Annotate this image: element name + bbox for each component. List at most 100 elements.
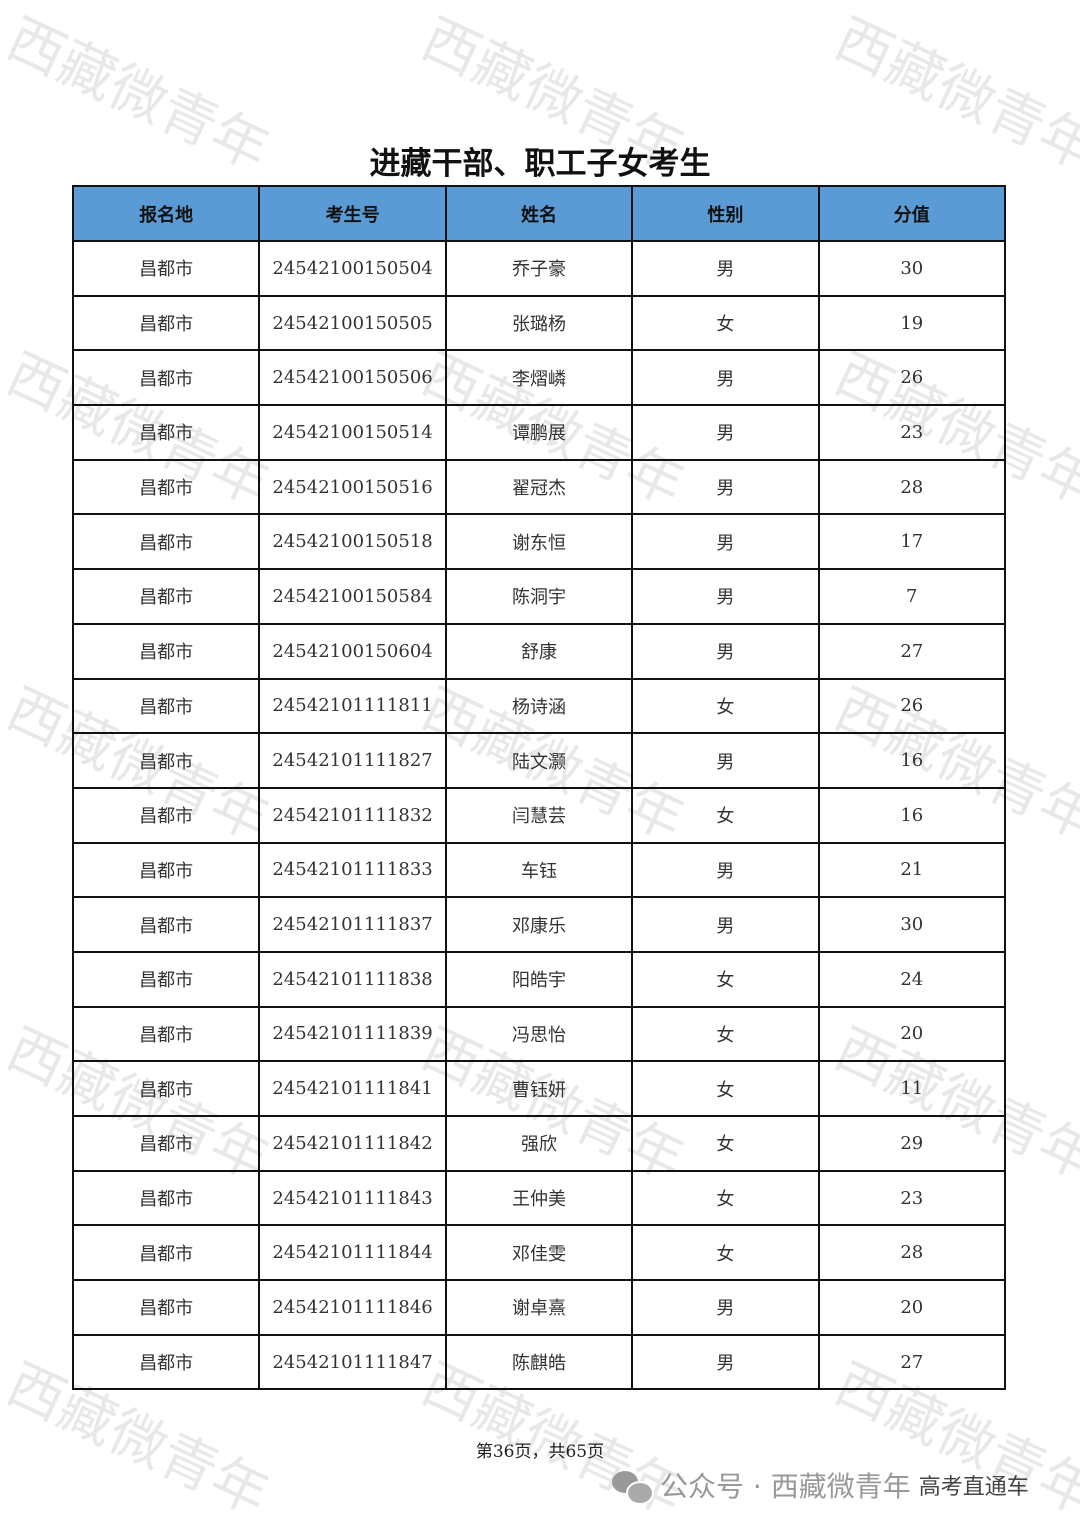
- table-row: 昌都市 24542100150584 陈洞宇男 7: [71, 568, 1007, 625]
- candidates-table: 报名地 考生号 姓名 性别 分值 昌都市 24542100150504 乔子豪男 30 昌都市 2…: [71, 185, 1007, 1391]
- table-row: 昌都市 24542101111833 车钰男 21: [71, 841, 1007, 899]
- table-cell: 冯思怡: [444, 1005, 634, 1063]
- table-row: 昌都市 24542101111843 王仲美女 23: [71, 1169, 1007, 1227]
- table-cell: 昌都市: [71, 458, 261, 516]
- table-cell: 21: [817, 841, 1007, 899]
- table-cell: 24542100150506: [258, 349, 447, 407]
- table-cell: 24542100150505: [258, 294, 447, 352]
- column-header: 性别: [631, 185, 820, 242]
- table-cell: 24542101111839: [258, 1005, 447, 1063]
- table-cell: 昌都市: [71, 240, 261, 297]
- table-cell: 29: [817, 1115, 1007, 1172]
- table-cell: 28: [817, 1224, 1007, 1282]
- table-cell: 男: [631, 732, 820, 789]
- column-header: 考生号: [258, 185, 447, 242]
- table-cell: 24542100150516: [258, 458, 447, 516]
- table-cell: 昌都市: [71, 1333, 261, 1391]
- page-title: 进藏干部、职工子女考生: [369, 146, 711, 182]
- table-cell: 24542101111811: [258, 677, 447, 735]
- table-cell: 30: [817, 240, 1007, 297]
- table-cell: 邓佳雯: [444, 1224, 634, 1282]
- table-cell: 24542100150514: [258, 404, 447, 461]
- table-cell: 昌都市: [71, 1169, 261, 1227]
- table-row: 昌都市 24542101111811 杨诗涵女 26: [71, 677, 1007, 735]
- table-cell: 17: [817, 513, 1007, 571]
- table-cell: 23: [817, 404, 1007, 461]
- table-cell: 男: [631, 568, 820, 625]
- table-cell: 昌都市: [71, 1115, 261, 1172]
- table-cell: 7: [817, 568, 1007, 625]
- table-row: 昌都市 24542101111844 邓佳雯女 28: [71, 1224, 1007, 1282]
- brand-overlay-text: 高考直通车: [918, 1475, 1029, 1500]
- table-cell: 昌都市: [71, 732, 261, 789]
- table-cell: 谢卓熹: [444, 1279, 634, 1336]
- table-cell: 女: [631, 786, 820, 844]
- table-cell: 昌都市: [71, 1005, 261, 1063]
- table-cell: 谢东恒: [444, 513, 634, 571]
- table-cell: 26: [817, 349, 1007, 407]
- table-cell: 11: [817, 1060, 1007, 1117]
- table-cell: 女: [631, 950, 820, 1008]
- table-cell: 昌都市: [71, 1060, 261, 1117]
- table-cell: 27: [817, 1333, 1007, 1391]
- table-cell: 昌都市: [71, 896, 261, 953]
- table-cell: 男: [631, 349, 820, 407]
- table-cell: 24542100150518: [258, 513, 447, 571]
- table-cell: 24542100150504: [258, 240, 447, 297]
- table-cell: 李熠嶙: [444, 349, 634, 407]
- table-cell: 陈洞宇: [444, 568, 634, 625]
- table-cell: 女: [631, 1115, 820, 1172]
- table-cell: 乔子豪: [444, 240, 634, 297]
- table-cell: 20: [817, 1279, 1007, 1336]
- table-row: 昌都市 24542101111847 陈麒皓男 27: [71, 1333, 1007, 1391]
- table-cell: 30: [817, 896, 1007, 953]
- table-cell: 强欣: [444, 1115, 634, 1172]
- table-cell: 昌都市: [71, 513, 261, 571]
- table-row: 昌都市 24542100150504 乔子豪男 30: [71, 240, 1007, 297]
- table-header-row: 报名地 考生号 姓名 性别 分值: [71, 185, 1007, 242]
- table-row: 昌都市 24542100150518 谢东恒男 17: [71, 513, 1007, 571]
- table-row: 昌都市 24542101111838 阳皓宇女 24: [71, 950, 1007, 1008]
- table-cell: 女: [631, 294, 820, 352]
- table-cell: 谭鹏展: [444, 404, 634, 461]
- table-row: 昌都市 24542101111842 强欣女 29: [71, 1115, 1007, 1172]
- table-cell: 24542101111842: [258, 1115, 447, 1172]
- table-cell: 男: [631, 513, 820, 571]
- table-cell: 女: [631, 1060, 820, 1117]
- table-cell: 24542100150584: [258, 568, 447, 625]
- table-row: 昌都市 24542101111837 邓康乐男 30: [71, 896, 1007, 953]
- table-cell: 王仲美: [444, 1169, 634, 1227]
- table-cell: 昌都市: [71, 950, 261, 1008]
- brand-watermark: 公众号 · 西藏微青年 高考直通车: [612, 1465, 1029, 1505]
- table-cell: 男: [631, 841, 820, 899]
- table-cell: 男: [631, 622, 820, 680]
- table-cell: 24542101111833: [258, 841, 447, 899]
- brand-text: 公众号 · 西藏微青年: [660, 1470, 911, 1503]
- table-cell: 26: [817, 677, 1007, 735]
- table-cell: 昌都市: [71, 1279, 261, 1336]
- table-cell: 女: [631, 677, 820, 735]
- table-cell: 19: [817, 294, 1007, 352]
- table-cell: 昌都市: [71, 568, 261, 625]
- table-cell: 车钰: [444, 841, 634, 899]
- table-cell: 16: [817, 732, 1007, 789]
- table-cell: 24542101111827: [258, 732, 447, 789]
- table-cell: 24542101111837: [258, 896, 447, 953]
- table-cell: 阳皓宇: [444, 950, 634, 1008]
- table-cell: 昌都市: [71, 404, 261, 461]
- table-cell: 女: [631, 1224, 820, 1282]
- table-row: 昌都市 24542100150505 张璐杨女 19: [71, 294, 1007, 352]
- table-cell: 女: [631, 1005, 820, 1063]
- table-cell: 男: [631, 404, 820, 461]
- table-cell: 昌都市: [71, 841, 261, 899]
- table-row: 昌都市 24542101111832 闫慧芸女 16: [71, 786, 1007, 844]
- table-cell: 24542101111847: [258, 1333, 447, 1391]
- table-cell: 女: [631, 1169, 820, 1227]
- table-cell: 陆文灏: [444, 732, 634, 789]
- table-cell: 杨诗涵: [444, 677, 634, 735]
- table-cell: 曹钰妍: [444, 1060, 634, 1117]
- table-cell: 24542101111846: [258, 1279, 447, 1336]
- table-cell: 翟冠杰: [444, 458, 634, 516]
- table-row: 昌都市 24542100150604 舒康男 27: [71, 622, 1007, 680]
